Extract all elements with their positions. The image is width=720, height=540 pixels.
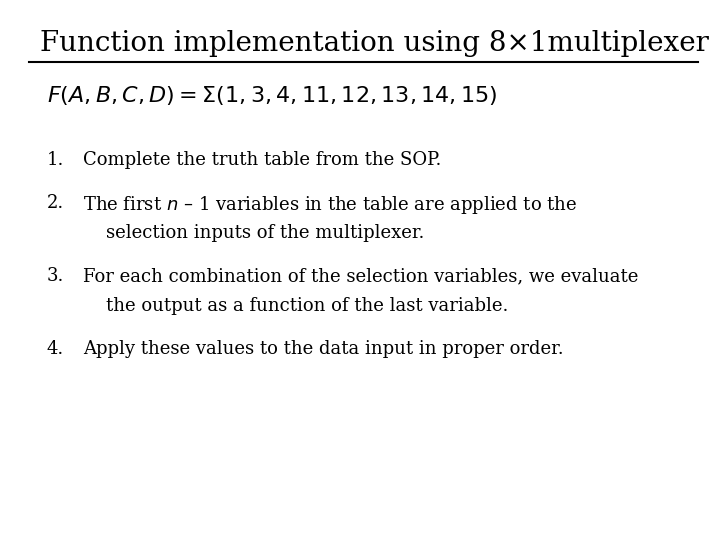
Text: 3.: 3. bbox=[47, 267, 64, 285]
Text: the output as a function of the last variable.: the output as a function of the last var… bbox=[83, 297, 508, 315]
Text: Function implementation using 8×1multiplexer: Function implementation using 8×1multipl… bbox=[40, 30, 708, 57]
Text: selection inputs of the multiplexer.: selection inputs of the multiplexer. bbox=[83, 224, 424, 242]
Text: Apply these values to the data input in proper order.: Apply these values to the data input in … bbox=[83, 340, 564, 358]
Text: 4.: 4. bbox=[47, 340, 64, 358]
Text: For each combination of the selection variables, we evaluate: For each combination of the selection va… bbox=[83, 267, 638, 285]
Text: $F(A, B, C, D) = \Sigma(1,3,4,11,12,13,14,15)$: $F(A, B, C, D) = \Sigma(1,3,4,11,12,13,1… bbox=[47, 84, 497, 107]
Text: Complete the truth table from the SOP.: Complete the truth table from the SOP. bbox=[83, 151, 441, 169]
Text: 1.: 1. bbox=[47, 151, 64, 169]
Text: The first $n$ – 1 variables in the table are applied to the: The first $n$ – 1 variables in the table… bbox=[83, 194, 577, 217]
Text: 2.: 2. bbox=[47, 194, 64, 212]
